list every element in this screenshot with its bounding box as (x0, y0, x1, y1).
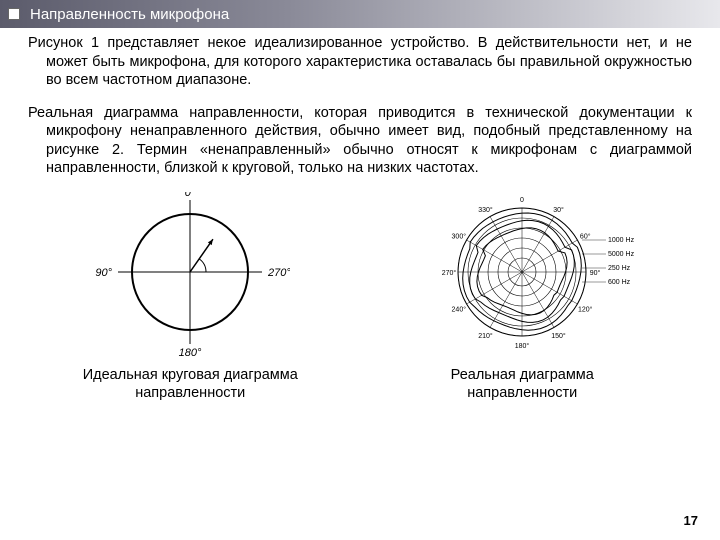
svg-text:180°: 180° (515, 342, 530, 350)
svg-text:30°: 30° (553, 206, 564, 214)
svg-text:0°: 0° (185, 192, 196, 199)
svg-text:90°: 90° (590, 269, 601, 277)
page-number: 17 (684, 513, 698, 528)
svg-text:60°: 60° (580, 232, 591, 240)
paragraph-1: Рисунок 1 представляет некое идеализиров… (28, 34, 692, 90)
svg-text:600 Hz: 600 Hz (608, 279, 631, 286)
svg-text:90°: 90° (96, 267, 113, 279)
slide-body: Рисунок 1 представляет некое идеализиров… (0, 28, 720, 402)
paragraph-2: Реальная диаграмма направленности, котор… (28, 104, 692, 178)
svg-text:5000 Hz: 5000 Hz (608, 251, 635, 258)
svg-text:210°: 210° (479, 332, 494, 340)
real-polar-diagram: 0 30° 60° 90° 120° 150° 180° 210° 240° 270° 300° 33… (407, 192, 637, 360)
figures-row: 0° 180° 90° 270° Идеальная круговая диаграм… (28, 192, 692, 402)
figure-ideal: 0° 180° 90° 270° Идеальная круговая диаграм… (83, 192, 298, 402)
svg-text:240°: 240° (452, 305, 467, 313)
figure1-caption: Идеальная круговая диаграмма направленно… (83, 366, 298, 402)
header-bullet-icon (8, 8, 20, 20)
svg-text:0: 0 (520, 197, 524, 204)
ideal-polar-diagram: 0° 180° 90° 270° (90, 192, 290, 360)
svg-text:270°: 270° (267, 267, 290, 279)
svg-text:180°: 180° (179, 347, 202, 359)
figure-real: 0 30° 60° 90° 120° 150° 180° 210° 240° 270° 300° 33… (407, 192, 637, 402)
svg-text:270°: 270° (442, 269, 457, 277)
figure2-caption: Реальная диаграмма направленности (407, 366, 637, 402)
slide-header: Направленность микрофона (0, 0, 720, 28)
svg-text:150°: 150° (552, 332, 567, 340)
slide-title: Направленность микрофона (30, 6, 229, 23)
svg-text:330°: 330° (479, 206, 494, 214)
svg-text:120°: 120° (578, 305, 593, 313)
svg-text:300°: 300° (452, 232, 467, 240)
svg-text:250 Hz: 250 Hz (608, 265, 631, 272)
svg-text:1000 Hz: 1000 Hz (608, 237, 635, 244)
